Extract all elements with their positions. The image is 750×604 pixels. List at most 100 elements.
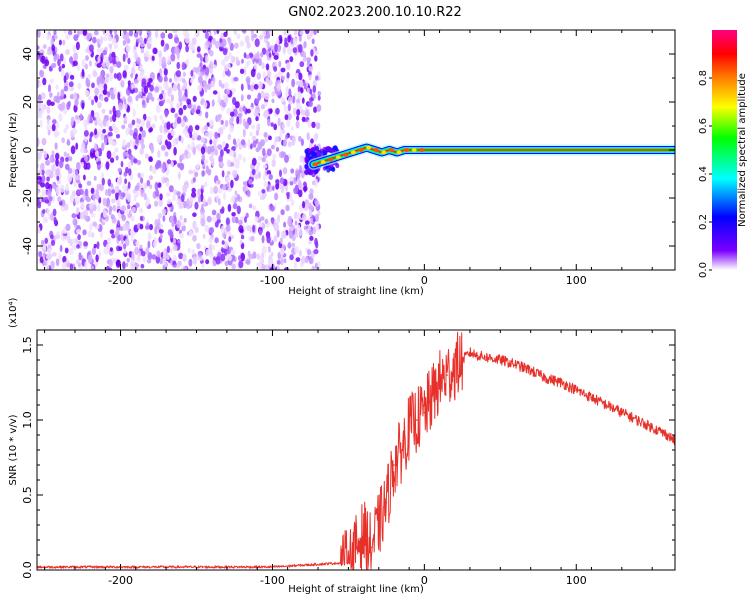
noise-speckle: [38, 251, 43, 258]
noise-speckle: [311, 121, 316, 128]
noise-speckle: [102, 50, 107, 56]
noise-speckle: [176, 116, 182, 125]
noise-speckle: [288, 88, 292, 97]
noise-speckle: [207, 168, 212, 176]
noise-speckle: [182, 200, 188, 209]
noise-speckle: [243, 67, 247, 76]
noise-speckle: [225, 217, 230, 226]
noise-speckle: [238, 260, 244, 269]
noise-speckle: [158, 75, 163, 83]
noise-speckle: [65, 235, 69, 241]
noise-speckle: [241, 58, 244, 64]
transition-speckle: [325, 146, 329, 152]
noise-speckle: [222, 48, 228, 56]
noise-speckle: [231, 263, 236, 270]
snr-data-point: [347, 561, 350, 564]
noise-speckle: [266, 30, 270, 35]
noise-speckle: [117, 167, 122, 173]
noise-speckle: [83, 130, 89, 137]
noise-speckle: [127, 80, 131, 86]
noise-speckle: [170, 53, 176, 62]
noise-speckle: [274, 192, 279, 201]
noise-speckle: [37, 176, 42, 181]
noise-speckle: [180, 137, 184, 144]
noise-speckle: [89, 114, 93, 123]
signal-peak: [388, 148, 394, 152]
noise-speckle: [105, 243, 111, 250]
noise-speckle: [170, 130, 176, 137]
noise-speckle: [172, 260, 176, 265]
noise-speckle: [138, 133, 142, 141]
noise-speckle: [191, 249, 195, 255]
noise-speckle: [101, 108, 106, 114]
noise-speckle: [204, 67, 210, 76]
noise-speckle: [211, 99, 215, 107]
noise-speckle: [104, 76, 110, 84]
noise-speckle: [217, 198, 221, 206]
snr-data-point: [362, 531, 365, 534]
noise-speckle: [145, 153, 149, 159]
noise-speckle: [277, 44, 281, 53]
noise-speckle: [123, 98, 127, 105]
noise-speckle: [92, 70, 98, 78]
noise-speckle: [273, 55, 279, 60]
noise-speckle: [244, 216, 247, 224]
noise-speckle: [85, 79, 91, 87]
noise-speckle: [293, 107, 297, 115]
noise-speckle: [284, 37, 288, 45]
noise-speckle: [246, 189, 251, 198]
noise-speckle: [191, 191, 197, 198]
noise-speckle: [191, 187, 196, 193]
noise-speckle: [122, 70, 127, 78]
noise-speckle: [55, 84, 59, 90]
noise-speckle: [147, 36, 152, 45]
noise-speckle: [128, 30, 134, 37]
noise-speckle: [286, 62, 291, 70]
noise-speckle: [57, 196, 62, 203]
noise-speckle: [242, 156, 246, 163]
noise-speckle: [314, 262, 318, 270]
noise-speckle: [130, 215, 135, 222]
noise-speckle: [217, 92, 221, 101]
noise-speckle: [210, 145, 215, 153]
noise-speckle: [192, 176, 196, 183]
noise-speckle: [43, 150, 48, 159]
noise-speckle: [287, 113, 292, 121]
noise-speckle: [125, 127, 130, 136]
noise-speckle: [196, 243, 201, 250]
noise-speckle: [208, 227, 215, 234]
noise-speckle: [268, 52, 272, 58]
noise-speckle: [97, 147, 103, 157]
noise-speckle: [256, 161, 261, 168]
noise-speckle: [298, 44, 303, 53]
noise-speckle: [76, 64, 81, 71]
noise-speckle: [186, 58, 190, 65]
noise-speckle: [276, 83, 281, 92]
noise-speckle: [115, 155, 119, 161]
noise-speckle: [253, 110, 259, 117]
noise-speckle: [160, 144, 166, 151]
noise-speckle: [172, 83, 178, 92]
noise-speckle: [210, 80, 215, 88]
noise-speckle: [87, 230, 93, 238]
noise-speckle: [133, 53, 138, 60]
noise-speckle: [290, 126, 294, 131]
noise-speckle: [120, 80, 125, 88]
noise-speckle: [271, 185, 275, 191]
noise-speckle: [236, 138, 240, 143]
noise-speckle: [37, 45, 40, 51]
noise-speckle: [308, 239, 312, 245]
noise-speckle: [63, 151, 67, 157]
noise-speckle: [217, 144, 223, 150]
noise-speckle: [225, 176, 230, 183]
noise-speckle: [288, 103, 291, 112]
noise-speckle: [83, 241, 88, 247]
noise-speckle: [51, 44, 55, 52]
noise-speckle: [157, 182, 162, 188]
noise-speckle: [304, 199, 309, 205]
noise-speckle: [151, 166, 156, 173]
noise-speckle: [107, 131, 113, 137]
noise-speckle: [234, 42, 239, 49]
noise-speckle: [78, 188, 84, 195]
signal-peak: [350, 150, 356, 155]
